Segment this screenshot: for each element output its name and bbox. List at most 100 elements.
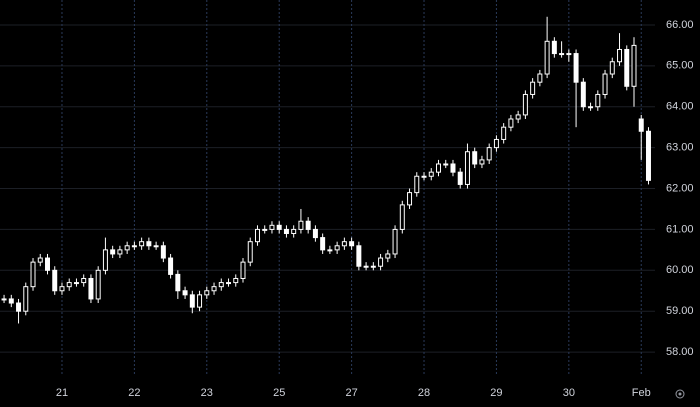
candle-body: [436, 163, 441, 173]
candle-body: [407, 192, 413, 206]
candle-body: [457, 171, 463, 185]
candle-body: [631, 44, 637, 87]
candle-body: [559, 53, 565, 56]
candle-body: [349, 241, 355, 247]
candle-body: [30, 261, 36, 288]
candle-body: [88, 277, 94, 300]
candle-body: [450, 163, 456, 173]
candle-body: [283, 228, 289, 235]
x-tick-label: 30: [563, 387, 575, 399]
candle-body: [262, 228, 268, 231]
candle-body: [16, 302, 22, 312]
candle-body: [102, 249, 108, 271]
y-tick-label: 65.00: [666, 60, 694, 72]
candle-body: [508, 118, 514, 128]
candle-body: [66, 282, 72, 288]
candle-body: [341, 241, 347, 247]
y-tick-label: 62.00: [666, 182, 694, 194]
candle-body: [312, 228, 318, 239]
candle-body: [356, 245, 362, 267]
settings-icon[interactable]: [675, 389, 685, 399]
candle-body: [240, 261, 246, 279]
candle-body: [110, 249, 116, 255]
candle-body: [160, 245, 166, 259]
candle-body: [609, 61, 615, 75]
candle-body: [443, 163, 449, 166]
x-tick-label: 28: [418, 387, 430, 399]
candle-body: [52, 269, 58, 292]
candle-body: [421, 175, 427, 178]
y-tick-label: 59.00: [666, 305, 694, 317]
candle-body: [392, 228, 398, 255]
candle-body: [602, 73, 608, 95]
candle-body: [493, 138, 499, 149]
candle-body: [168, 257, 174, 275]
candle-body: [153, 245, 159, 248]
candle-body: [226, 282, 232, 285]
candle-body: [566, 53, 572, 56]
candle-body: [624, 48, 630, 87]
candle-body: [486, 147, 492, 161]
y-tick-label: 60.00: [666, 264, 694, 276]
y-tick-label: 64.00: [666, 101, 694, 113]
candle-body: [139, 241, 145, 247]
candle-body: [254, 228, 260, 243]
candle-body: [131, 245, 137, 248]
candle-body: [269, 224, 275, 230]
candle-body: [617, 48, 623, 63]
candle-body: [399, 204, 405, 230]
candle-body: [551, 40, 557, 55]
candle-body: [378, 257, 384, 267]
candle-body: [334, 245, 340, 251]
candle-body: [320, 237, 326, 251]
candle-body: [472, 151, 478, 165]
candle-body: [522, 93, 528, 116]
candle-body: [182, 290, 188, 296]
candle-body: [45, 257, 50, 271]
candle-body: [95, 269, 101, 300]
candle-body: [218, 282, 224, 288]
y-tick-label: 61.00: [666, 223, 694, 235]
candle-body: [81, 277, 87, 284]
x-tick-label: 27: [345, 387, 357, 399]
candle-body: [464, 151, 470, 185]
candle-body: [385, 253, 391, 259]
x-tick-label: 29: [490, 387, 502, 399]
candle-body: [479, 159, 485, 165]
candle-body: [645, 130, 651, 181]
candle-body: [428, 171, 434, 177]
candle-body: [247, 241, 253, 263]
x-tick-label: 21: [56, 387, 68, 399]
candle-body: [638, 118, 644, 132]
candle-body: [117, 249, 123, 255]
candle-body: [588, 106, 594, 109]
candle-body: [124, 245, 130, 251]
candle-body: [580, 81, 586, 108]
y-tick-label: 66.00: [666, 19, 694, 31]
candle-body: [23, 286, 29, 312]
candle-body: [211, 286, 217, 292]
candle-body: [544, 40, 550, 75]
candle-body: [501, 126, 507, 140]
candle-body: [573, 53, 579, 83]
candle-body: [414, 175, 420, 194]
x-tick-label: 22: [128, 387, 140, 399]
candle-body: [189, 294, 195, 308]
candle-body: [305, 220, 311, 230]
candle-body: [291, 228, 297, 235]
candle-body: [8, 298, 14, 304]
candle-body: [1, 298, 7, 301]
y-tick-label: 58.00: [666, 346, 694, 358]
candle-body: [515, 114, 521, 120]
candle-body: [233, 277, 239, 284]
candle-body: [146, 241, 152, 247]
candle-body: [537, 73, 543, 83]
candle-body: [175, 273, 181, 292]
candle-body: [197, 294, 203, 308]
candle-body: [327, 249, 333, 252]
x-tick-label: 25: [273, 387, 285, 399]
candle-body: [276, 224, 282, 230]
x-tick-label: 23: [201, 387, 213, 399]
